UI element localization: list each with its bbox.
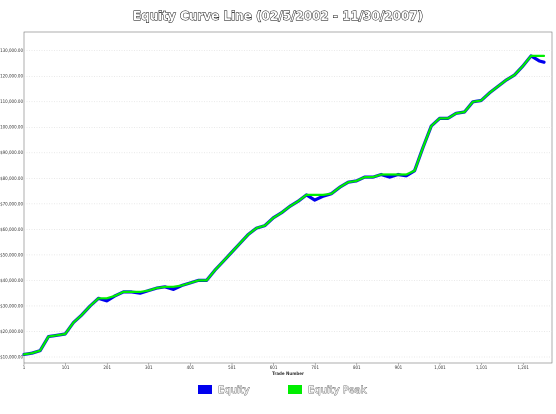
legend-label-equity-peak: Equity Peak	[308, 385, 367, 396]
x-tick-label: 1,001	[434, 365, 446, 370]
y-tick-label: $30,000.00	[0, 303, 23, 308]
y-tick-label: $110,000.00	[0, 99, 23, 104]
legend: Equity Equity Peak	[198, 385, 367, 396]
y-tick-label: $120,000.00	[0, 74, 23, 79]
y-tick-label: $70,000.00	[0, 201, 23, 206]
x-tick-label: 601	[270, 365, 278, 370]
plot-area	[23, 31, 553, 364]
y-tick-label: $50,000.00	[0, 252, 23, 257]
x-tick-label: 701	[311, 365, 319, 370]
legend-label-equity: Equity	[218, 385, 250, 396]
x-tick-label: 301	[145, 365, 153, 370]
x-tick-label: 1	[23, 365, 26, 370]
y-tick-label: $40,000.00	[0, 278, 23, 283]
y-tick-label: $90,000.00	[0, 150, 23, 155]
x-axis-title: Trade Number	[272, 371, 304, 376]
x-tick-label: 401	[187, 365, 195, 370]
grid-lines	[24, 50, 552, 358]
x-tick-label: 501	[228, 365, 236, 370]
legend-swatch-equity	[198, 385, 212, 394]
x-tick-label: 1,201	[517, 365, 529, 370]
y-tick-label: $10,000.00	[0, 354, 23, 359]
y-tick-label: $60,000.00	[0, 227, 23, 232]
y-tick-label: $100,000.00	[0, 125, 23, 130]
series-line-equity-peak	[22, 54, 546, 356]
series-layer	[22, 54, 546, 356]
x-tick-label: 201	[103, 365, 111, 370]
x-tick-label: 901	[395, 365, 403, 370]
x-tick-label: 801	[353, 365, 361, 370]
chart-title: Equity Curve Line (02/5/2002 - 11/30/200…	[133, 9, 423, 23]
x-tick-label: 101	[62, 365, 70, 370]
y-tick-label: $80,000.00	[0, 176, 23, 181]
y-tick-label: $130,000.00	[0, 48, 23, 53]
x-tick-label: 1,101	[476, 365, 488, 370]
y-axis-ticks: $10,000.00 $20,000.00 $30,000.00 $40,000.00…	[0, 48, 23, 359]
x-axis-ticks: 1 101 201 301 401 501 601 701 801 901 1,001 1,101 1,…	[23, 363, 529, 370]
y-tick-label: $20,000.00	[0, 329, 23, 334]
legend-swatch-equity-peak	[288, 385, 302, 394]
